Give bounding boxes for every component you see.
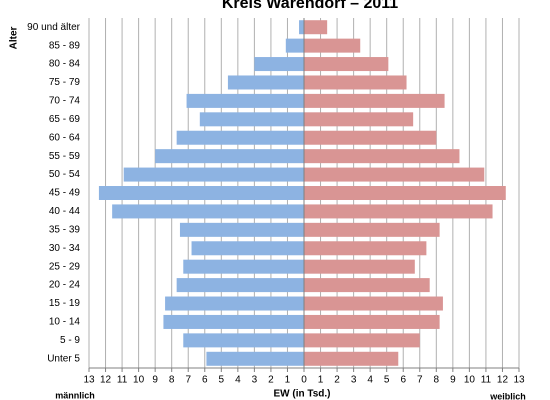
bar xyxy=(191,241,304,256)
x-tick-label: 13 xyxy=(83,375,95,386)
x-tick-label: 12 xyxy=(497,375,509,386)
x-tick-label: 5 xyxy=(219,375,225,386)
y-tick-label: 45 - 49 xyxy=(49,188,81,199)
bar xyxy=(304,93,445,108)
x-tick-label: 8 xyxy=(434,375,440,386)
bar xyxy=(304,186,506,200)
y-tick-label: 90 und älter xyxy=(27,22,80,33)
bar xyxy=(123,167,304,182)
y-tick-label: Unter 5 xyxy=(47,353,80,364)
x-tick-label: 2 xyxy=(334,375,340,386)
legend-label: männlich xyxy=(55,390,95,400)
x-tick-label: 12 xyxy=(100,375,112,386)
y-axis-label: Alter xyxy=(9,27,20,50)
bar xyxy=(179,222,304,237)
y-tick-label: 55 - 59 xyxy=(49,151,81,162)
bar xyxy=(304,149,460,164)
bar xyxy=(227,75,304,90)
y-tick-label: 85 - 89 xyxy=(49,40,81,51)
y-tick-label: 35 - 39 xyxy=(49,224,81,235)
y-tick-label: 75 - 79 xyxy=(49,77,81,88)
bar xyxy=(304,167,485,182)
y-tick-label: 20 - 24 xyxy=(49,280,81,291)
bar xyxy=(285,38,304,53)
bar xyxy=(254,57,304,72)
x-tick-label: 9 xyxy=(152,375,158,386)
x-tick-label: 3 xyxy=(252,375,258,386)
bar xyxy=(176,130,304,145)
x-tick-label: 7 xyxy=(185,375,191,386)
x-tick-label: 3 xyxy=(351,375,357,386)
bar xyxy=(304,112,414,127)
bar xyxy=(163,314,304,329)
bar xyxy=(304,75,407,90)
y-tick-label: 5 - 9 xyxy=(60,335,80,346)
x-tick-label: 7 xyxy=(417,375,423,386)
y-tick-label: 25 - 29 xyxy=(49,261,81,272)
y-tick-label: 70 - 74 xyxy=(49,96,81,107)
x-axis-label: EW (in Tsd.) xyxy=(273,389,330,400)
x-tick-label: 8 xyxy=(169,375,175,386)
x-tick-label: 5 xyxy=(384,375,390,386)
bar xyxy=(304,241,427,256)
x-tick-label: 4 xyxy=(367,375,373,386)
bar xyxy=(304,38,361,53)
x-tick-label: 0 xyxy=(301,375,307,386)
bar xyxy=(176,278,304,293)
bar xyxy=(304,351,399,366)
x-tick-label: 2 xyxy=(268,375,274,386)
y-tick-label: 30 - 34 xyxy=(49,243,81,254)
bar xyxy=(165,296,304,311)
bar xyxy=(304,314,440,329)
legend-label: weiblich xyxy=(489,391,526,400)
bar xyxy=(304,57,389,72)
y-tick-label: 40 - 44 xyxy=(49,206,81,217)
y-tick-label: 65 - 69 xyxy=(49,114,81,125)
bar xyxy=(206,351,304,366)
x-tick-label: 1 xyxy=(285,375,291,386)
bar xyxy=(155,149,304,164)
bar xyxy=(304,296,443,311)
bar xyxy=(304,259,415,274)
x-tick-label: 9 xyxy=(450,375,456,386)
y-tick-label: 15 - 19 xyxy=(49,298,81,309)
bar xyxy=(186,93,304,108)
x-tick-label: 10 xyxy=(464,375,476,386)
bar xyxy=(304,20,328,35)
bar xyxy=(112,204,305,219)
bar xyxy=(304,204,493,219)
x-tick-label: 4 xyxy=(235,375,241,386)
x-tick-label: 6 xyxy=(202,375,208,386)
y-tick-label: 50 - 54 xyxy=(49,169,81,180)
bar xyxy=(304,130,437,145)
x-tick-label: 1 xyxy=(318,375,324,386)
x-tick-label: 13 xyxy=(513,375,525,386)
x-tick-label: 6 xyxy=(400,375,406,386)
bar xyxy=(304,333,420,348)
bar xyxy=(183,259,304,274)
chart-title: Kreis Warendorf – 2011 xyxy=(222,0,398,12)
bar xyxy=(304,278,430,293)
bar xyxy=(183,333,304,348)
bar xyxy=(199,112,304,127)
bar xyxy=(304,222,440,237)
bar xyxy=(98,186,304,200)
x-tick-label: 10 xyxy=(133,375,145,386)
y-tick-label: 10 - 14 xyxy=(49,317,81,328)
bar xyxy=(299,20,304,35)
x-tick-label: 11 xyxy=(481,375,492,386)
y-tick-label: 80 - 84 xyxy=(49,59,81,70)
x-tick-label: 11 xyxy=(117,375,128,386)
y-tick-label: 60 - 64 xyxy=(49,132,81,143)
